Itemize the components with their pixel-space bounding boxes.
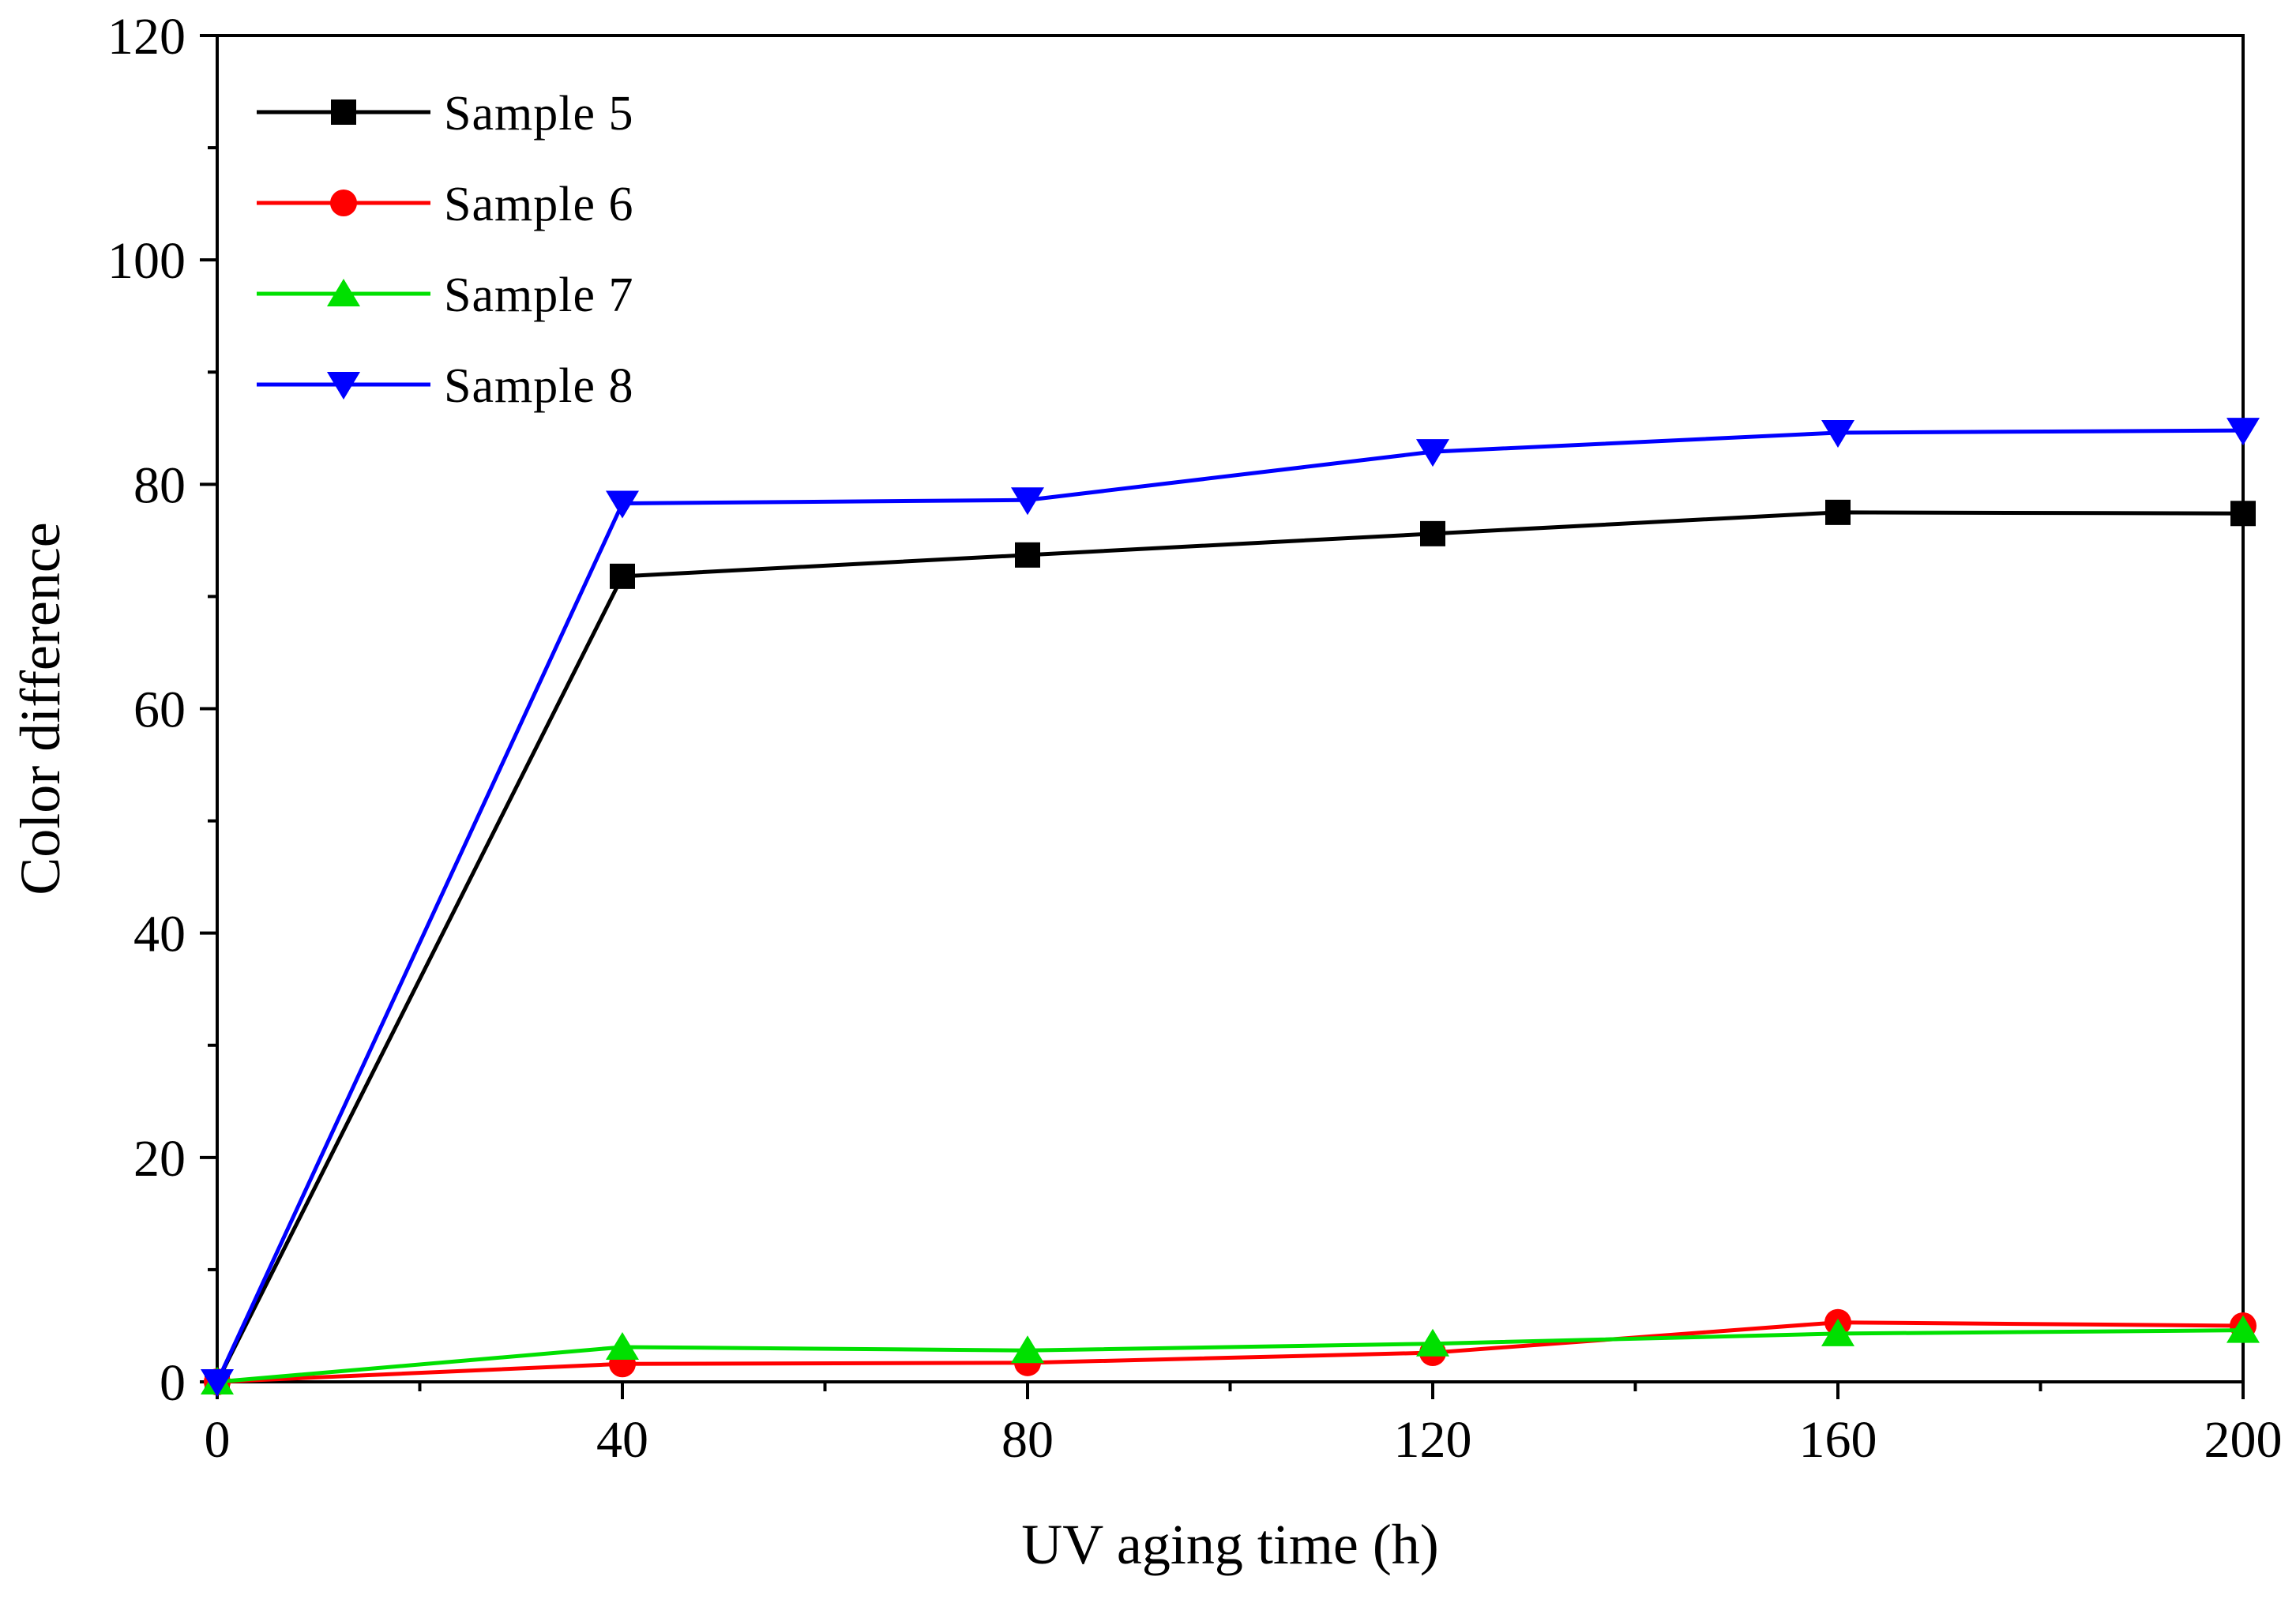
- data-point-marker: [331, 99, 356, 125]
- series-sample-5: [205, 499, 2256, 1394]
- data-point-marker: [610, 563, 635, 589]
- data-point-marker: [330, 190, 357, 216]
- data-point-marker: [327, 279, 360, 306]
- data-point-marker: [1011, 1335, 1044, 1364]
- y-tick-label: 20: [133, 1130, 186, 1188]
- y-tick-label: 40: [133, 906, 186, 963]
- y-tick-label: 60: [133, 681, 186, 739]
- x-axis-title: UV aging time (h): [1021, 1513, 1439, 1576]
- data-point-marker: [2226, 1315, 2260, 1343]
- x-tick-label: 40: [596, 1411, 648, 1469]
- series-line: [215, 510, 2244, 1383]
- data-point-marker: [606, 1331, 639, 1360]
- legend-entry: Sample 7: [257, 268, 633, 322]
- series-line: [216, 1328, 2244, 1384]
- legend-label: Sample 7: [444, 268, 633, 322]
- legend-label: Sample 6: [444, 178, 633, 231]
- legend-entry: Sample 6: [257, 178, 633, 231]
- data-point-marker: [327, 372, 360, 400]
- data-point-marker: [2230, 501, 2256, 527]
- plot-frame: [216, 34, 2245, 1383]
- data-point-marker: [1416, 1328, 1449, 1357]
- x-tick-label: 0: [205, 1411, 231, 1469]
- series-line: [215, 428, 2244, 1383]
- series-line: [216, 1320, 2244, 1384]
- axes: 0 40 80 120 160 200 0 20 40 60 80 100 120: [107, 8, 2283, 1469]
- data-point-marker: [1821, 419, 1854, 448]
- data-point-marker: [1420, 520, 1445, 546]
- y-tick-label: 100: [107, 232, 186, 290]
- data-point-marker: [606, 490, 639, 519]
- data-point-marker: [1416, 439, 1449, 467]
- y-axis-title: Color difference: [9, 522, 72, 895]
- legend-entry: Sample 8: [257, 359, 633, 413]
- series-sample-8: [201, 418, 2260, 1397]
- x-tick-label: 120: [1394, 1411, 1472, 1469]
- data-point-marker: [201, 1369, 234, 1397]
- y-tick-label: 120: [107, 8, 186, 66]
- legend-entry: Sample 5: [257, 87, 633, 141]
- data-point-marker: [1821, 1318, 1854, 1346]
- plot-series: [201, 418, 2260, 1397]
- legend: Sample 5 Sample 6 Sample 7 Sample 8: [257, 87, 633, 413]
- x-tick-label: 80: [1001, 1411, 1054, 1469]
- data-point-marker: [2226, 418, 2260, 446]
- x-tick-label: 160: [1799, 1411, 1877, 1469]
- y-tick-label: 80: [133, 456, 186, 514]
- data-point-marker: [1011, 487, 1044, 516]
- legend-label: Sample 8: [444, 359, 633, 413]
- legend-label: Sample 5: [444, 87, 633, 141]
- data-point-marker: [1015, 542, 1040, 568]
- data-point-marker: [1825, 499, 1851, 525]
- x-tick-label: 200: [2204, 1411, 2283, 1469]
- y-tick-label: 0: [160, 1354, 186, 1412]
